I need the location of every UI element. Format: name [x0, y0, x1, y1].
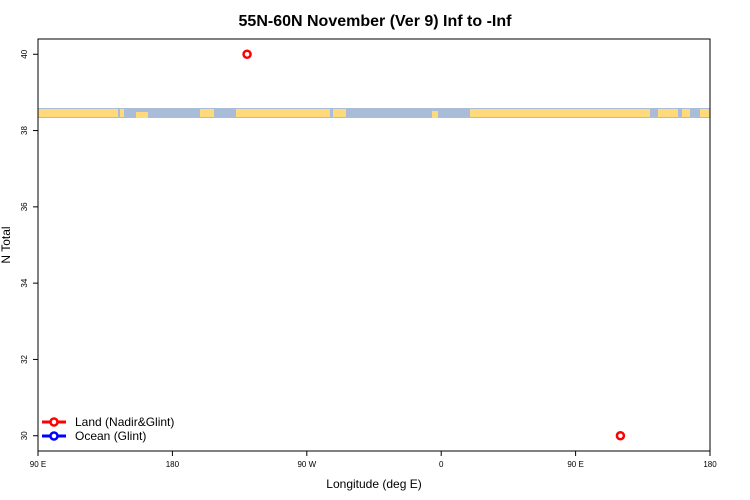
x-axis: 90 E 180 90 W 0 90 E 180	[30, 451, 717, 469]
legend-label: Ocean (Glint)	[75, 429, 146, 443]
x-axis-label: Longitude (deg E)	[326, 477, 421, 491]
x-tick-label: 90 W	[297, 460, 316, 469]
land-segment	[333, 109, 346, 117]
land-segment	[236, 109, 330, 117]
plot-frame	[37, 38, 711, 452]
y-tick-label: 40	[20, 49, 29, 58]
data-point	[615, 430, 626, 441]
x-tick-label: 90 E	[567, 460, 583, 469]
chart-title: 55N-60N November (Ver 9) Inf to -Inf	[239, 13, 513, 30]
land-segment	[682, 109, 690, 117]
legend: Land (Nadir&Glint)Ocean (Glint)	[42, 415, 174, 443]
y-axis: 30 32 34 36 38 40	[20, 49, 38, 440]
x-tick-label: 90 E	[30, 460, 46, 469]
x-tick-label: 180	[166, 460, 180, 469]
land-segment	[700, 109, 710, 117]
y-tick-label: 36	[20, 202, 29, 211]
land-segment	[136, 112, 148, 118]
legend-label: Land (Nadir&Glint)	[75, 415, 174, 429]
y-tick-label: 34	[20, 278, 29, 287]
land-segment	[200, 109, 214, 117]
land-segment	[470, 109, 650, 117]
land-segment	[38, 109, 118, 117]
land-ocean-map-strip	[38, 108, 710, 118]
data-point	[242, 49, 252, 60]
land-segment	[658, 109, 678, 117]
ocean-band	[38, 108, 710, 118]
y-tick-label: 38	[20, 126, 29, 135]
y-tick-label: 32	[20, 354, 29, 363]
y-axis-label: N Total	[0, 226, 13, 263]
x-tick-label: 180	[703, 460, 717, 469]
legend-marker	[49, 431, 59, 441]
y-tick-label: 30	[20, 431, 29, 440]
legend-marker	[49, 417, 59, 427]
x-tick-label: 0	[439, 460, 444, 469]
land-segment	[120, 109, 124, 117]
land-segment	[432, 111, 438, 118]
data-points	[242, 49, 626, 441]
